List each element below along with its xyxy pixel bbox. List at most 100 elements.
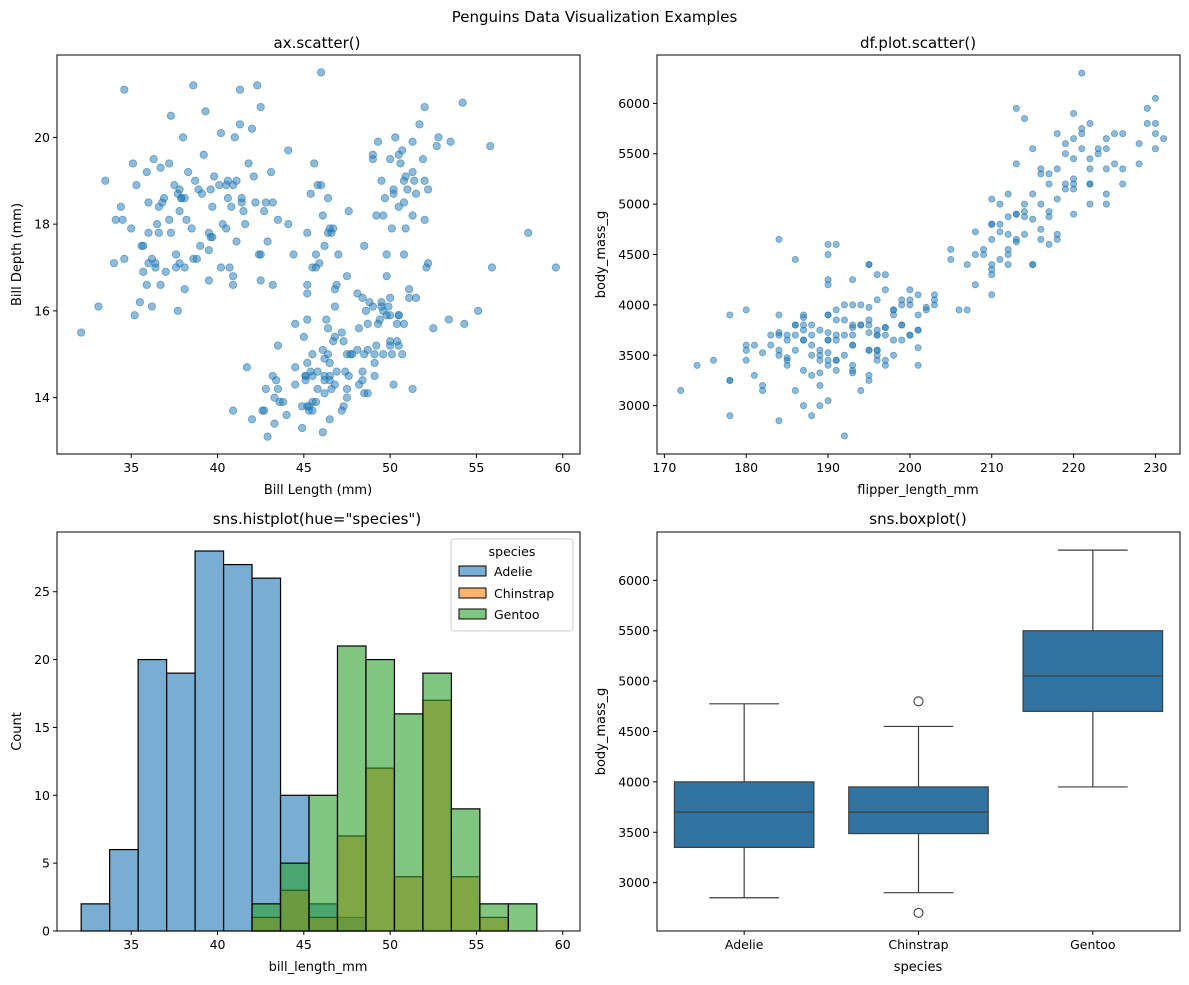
scatter2-point — [791, 387, 799, 395]
scatter2-point — [1102, 165, 1110, 173]
scatter1-point — [420, 176, 429, 185]
scatter2-xtick-label: 170 — [652, 460, 676, 475]
scatter2-point — [996, 256, 1004, 264]
scatter1-point — [308, 371, 317, 381]
scatter1-point — [411, 189, 421, 198]
scatter1-point — [434, 133, 443, 142]
scatter2-point — [832, 356, 840, 364]
hist-bar-gentoo — [308, 794, 339, 932]
scatter1-point — [311, 397, 321, 407]
histogram-legend-title: species — [489, 544, 536, 559]
scatter1-point — [204, 276, 213, 285]
histogram-legend-label-adelie: Adelie — [494, 564, 533, 579]
scatter1-point — [260, 207, 269, 216]
scatter2-point — [1020, 114, 1028, 122]
scatter1-point — [291, 363, 300, 372]
scatter1-point — [230, 133, 239, 142]
scatter1-point — [354, 324, 364, 333]
histogram-legend-label-chinstrap: Chinstrap — [494, 586, 554, 601]
scatter1-point — [184, 167, 193, 177]
scatter1-point — [332, 367, 341, 376]
scatter1-point — [303, 289, 312, 298]
scatter2-point — [881, 331, 889, 339]
scatter1-point — [159, 194, 169, 203]
scatter2-point — [742, 356, 750, 364]
scatter2-point — [1070, 155, 1078, 163]
scatter2-point — [1012, 104, 1020, 112]
scatter1-point — [284, 146, 293, 155]
scatter2-point — [947, 245, 955, 253]
scatter2-point — [726, 376, 734, 384]
scatter1-point — [120, 254, 129, 263]
box-flier-chinstrap — [913, 907, 924, 918]
scatter2-point — [824, 329, 832, 337]
box-body-chinstrap — [848, 786, 989, 835]
scatter1-point — [225, 263, 234, 272]
scatter-flipper-xlabel: flipper_length_mm — [857, 483, 978, 498]
scatter2-point — [1086, 165, 1094, 173]
scatter2-point — [816, 402, 824, 410]
scatter1-point — [318, 428, 327, 437]
scatter2-point — [914, 311, 922, 319]
scatter2-point — [808, 371, 816, 379]
scatter1-point — [358, 293, 367, 302]
scatter2-point — [1086, 155, 1094, 163]
scatter1-point — [173, 306, 182, 315]
scatter2-point — [1070, 135, 1078, 143]
hist-ytick-label: 0 — [42, 924, 50, 939]
hist-ytick-label: 20 — [34, 652, 50, 667]
scatter1-point — [408, 137, 417, 146]
scatter1-point — [244, 159, 253, 168]
scatter2-point — [1151, 145, 1159, 153]
scatter2-point — [873, 296, 881, 304]
scatter1-point — [165, 159, 174, 168]
scatter1-ytick-label: 18 — [34, 217, 50, 232]
scatter1-point — [444, 315, 453, 324]
box-body-gentoo — [1022, 630, 1164, 712]
scatter1-point — [341, 367, 350, 376]
scatter1-point — [291, 319, 300, 328]
scatter1-point — [382, 311, 391, 320]
scatter2-point — [767, 331, 775, 339]
scatter1-point — [135, 298, 144, 307]
scatter2-point — [914, 326, 922, 334]
scatter1-point — [339, 337, 348, 346]
scatter1-point — [111, 215, 120, 224]
scatter2-point — [988, 195, 996, 203]
scatter1-point — [330, 302, 339, 311]
scatter2-point — [865, 303, 873, 311]
scatter2-point — [849, 301, 857, 309]
scatter2-xtick-label: 210 — [980, 460, 1004, 475]
scatter1-point — [487, 263, 497, 272]
scatter2-point — [840, 432, 848, 440]
scatter2-point — [824, 240, 832, 248]
scatter1-point — [308, 350, 317, 359]
scatter1-point — [94, 302, 103, 311]
histogram-legend-box — [450, 538, 574, 632]
scatter1-point — [405, 285, 414, 294]
scatter2-point — [816, 356, 824, 364]
scatter2-point — [857, 301, 865, 309]
scatter1-point — [261, 384, 270, 394]
hist-bar-gentoo — [422, 672, 453, 932]
scatter1-point — [261, 198, 270, 207]
scatter2-point — [996, 228, 1004, 236]
scatter2-point — [832, 366, 840, 374]
scatter2-point — [1053, 130, 1061, 138]
scatter2-point — [832, 240, 840, 248]
scatter2-point — [980, 245, 988, 253]
scatter2-point — [1037, 170, 1045, 178]
scatter1-point — [353, 345, 362, 355]
scatter1-point — [353, 289, 362, 298]
scatter2-point — [1045, 170, 1053, 178]
scatter1-point — [256, 250, 265, 259]
scatter1-point — [139, 241, 148, 250]
scatter2-point — [1151, 94, 1159, 102]
scatter1-point — [190, 176, 200, 185]
scatter2-point — [808, 412, 816, 420]
scatter1-point — [147, 302, 157, 311]
hist-bar-gentoo — [450, 808, 481, 932]
box-xtick-label: Chinstrap — [888, 937, 948, 952]
scatter1-point — [384, 302, 393, 311]
scatter2-point — [1070, 109, 1078, 117]
